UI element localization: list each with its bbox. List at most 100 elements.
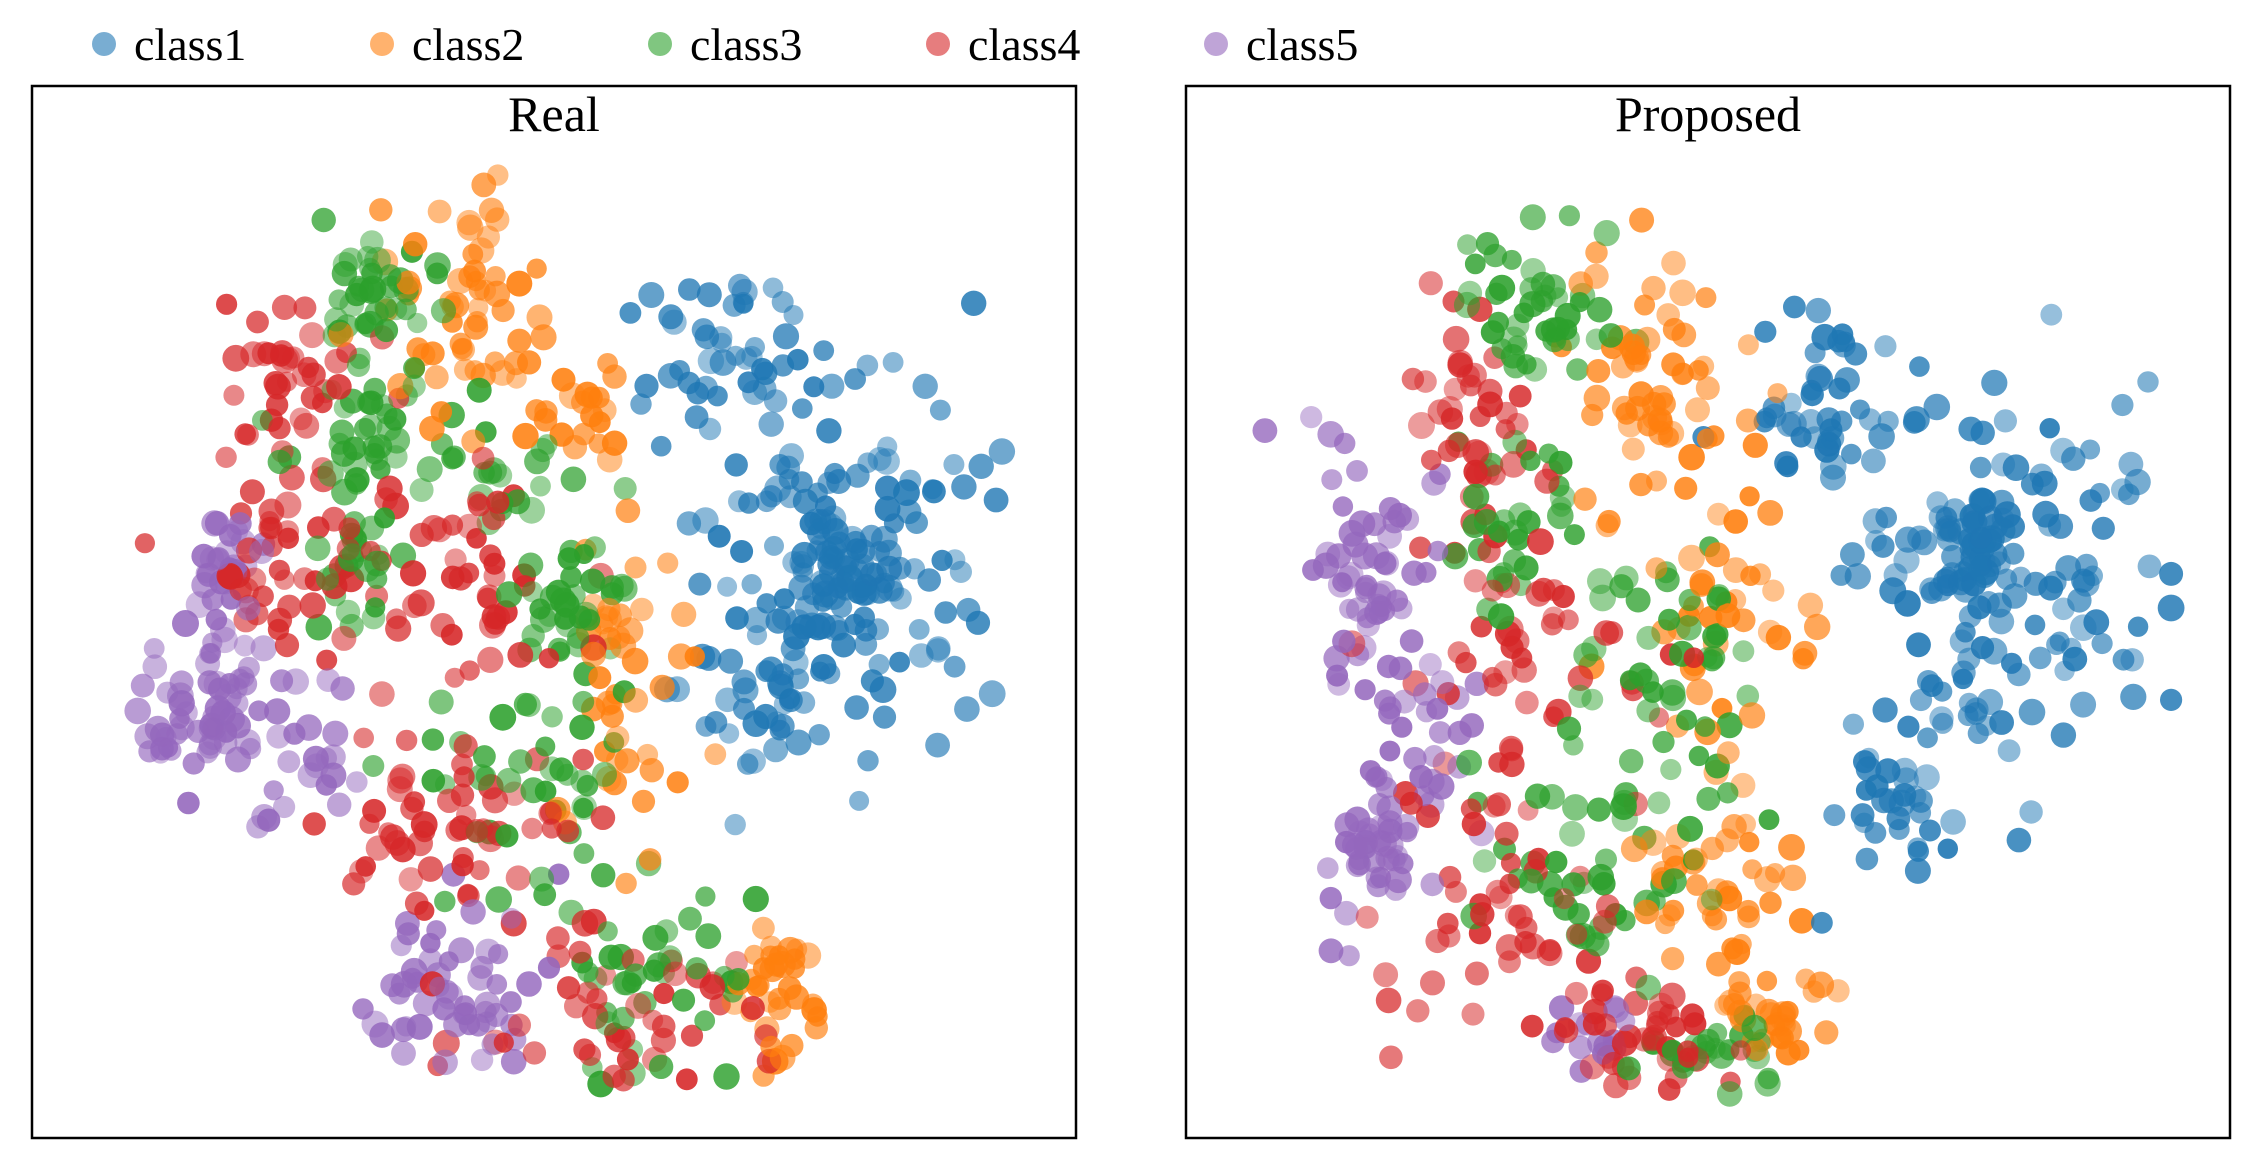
- point-class3: [376, 415, 402, 441]
- point-class5: [1342, 832, 1367, 858]
- point-class1: [872, 705, 897, 729]
- point-class1: [944, 549, 966, 571]
- point-class5: [124, 697, 151, 725]
- point-class1: [2024, 614, 2046, 636]
- point-class4: [1542, 606, 1566, 630]
- point-class2: [369, 198, 393, 222]
- point-class4: [1420, 970, 1445, 996]
- point-class4: [265, 373, 291, 400]
- point-class4: [1527, 528, 1554, 555]
- point-class5: [1403, 746, 1427, 771]
- point-class5: [177, 791, 200, 815]
- point-class4: [229, 578, 252, 601]
- point-class4: [1593, 1013, 1618, 1037]
- point-class4: [400, 560, 427, 587]
- point-class1: [731, 669, 757, 695]
- point-class4: [398, 867, 423, 892]
- point-class2: [1686, 678, 1713, 706]
- point-class4: [1459, 374, 1482, 397]
- point-class1: [755, 660, 778, 683]
- point-class4: [1500, 852, 1522, 874]
- point-class3: [1519, 291, 1546, 318]
- point-class5: [474, 991, 501, 1018]
- point-class4: [1657, 1078, 1681, 1101]
- point-class4: [336, 537, 360, 561]
- point-class2: [551, 367, 576, 392]
- point-class3: [495, 581, 523, 608]
- point-class1: [788, 574, 815, 601]
- point-class3: [592, 761, 617, 787]
- point-class3: [1558, 205, 1580, 227]
- point-class3: [577, 961, 599, 983]
- point-class1: [1977, 591, 2000, 614]
- point-class5: [418, 948, 443, 973]
- point-class3: [1587, 568, 1613, 595]
- point-class2: [485, 266, 506, 287]
- point-class4: [471, 446, 495, 470]
- point-class1: [1823, 804, 1846, 827]
- point-class3: [576, 774, 599, 797]
- point-class4: [571, 910, 599, 937]
- point-class1: [1951, 660, 1976, 685]
- point-class2: [1724, 938, 1751, 966]
- point-class1: [1893, 547, 1920, 574]
- point-class1: [630, 393, 652, 415]
- point-class2: [487, 164, 509, 186]
- point-class5: [1413, 682, 1437, 706]
- point-class2: [1776, 1000, 1799, 1023]
- point-class3: [341, 451, 368, 478]
- point-class1: [792, 488, 819, 515]
- point-class4: [1375, 987, 1402, 1014]
- point-class3: [549, 587, 577, 614]
- point-class1: [2050, 722, 2077, 748]
- point-class4: [1418, 271, 1443, 296]
- point-class2: [746, 975, 768, 998]
- point-class1: [2070, 691, 2097, 718]
- point-class3: [1453, 291, 1481, 319]
- point-class5: [1548, 995, 1575, 1021]
- point-class1: [1978, 505, 2003, 530]
- point-class4: [459, 660, 480, 681]
- point-class1: [2055, 555, 2082, 581]
- point-class4: [331, 625, 357, 651]
- point-class1: [956, 597, 981, 622]
- point-class2: [461, 429, 486, 454]
- point-class1: [717, 576, 738, 597]
- point-class3: [566, 626, 590, 649]
- point-class1: [2039, 418, 2060, 439]
- point-class3: [574, 544, 594, 564]
- point-class3: [1559, 820, 1585, 847]
- point-class1: [1907, 837, 1928, 858]
- point-class2: [704, 743, 727, 766]
- point-class5: [205, 608, 228, 631]
- point-class3: [489, 703, 517, 731]
- point-class2: [1792, 648, 1814, 670]
- point-class4: [376, 475, 403, 502]
- point-class1: [2082, 565, 2103, 587]
- legend-marker-class5: [1204, 32, 1228, 56]
- point-class5: [1354, 679, 1376, 701]
- point-class1: [779, 688, 803, 713]
- point-class3: [1694, 716, 1716, 737]
- point-class3: [346, 353, 371, 377]
- point-class1: [2160, 688, 2183, 712]
- point-class5: [500, 991, 522, 1013]
- point-class1: [1935, 506, 1958, 529]
- point-class2: [512, 422, 539, 450]
- point-class2: [597, 597, 621, 622]
- point-class1: [819, 545, 844, 570]
- point-class5: [500, 1048, 527, 1075]
- point-class2: [623, 687, 649, 713]
- point-class4: [484, 612, 507, 635]
- point-class4: [293, 296, 317, 320]
- point-class3: [434, 890, 456, 913]
- point-class3: [1520, 450, 1541, 471]
- point-class2: [1715, 880, 1739, 905]
- point-class2: [614, 748, 640, 774]
- point-class5: [1300, 406, 1323, 429]
- point-class1: [696, 282, 722, 308]
- point-class3: [341, 543, 363, 565]
- point-class2: [1661, 352, 1686, 377]
- point-class3: [360, 230, 384, 254]
- point-class1: [1932, 712, 1954, 734]
